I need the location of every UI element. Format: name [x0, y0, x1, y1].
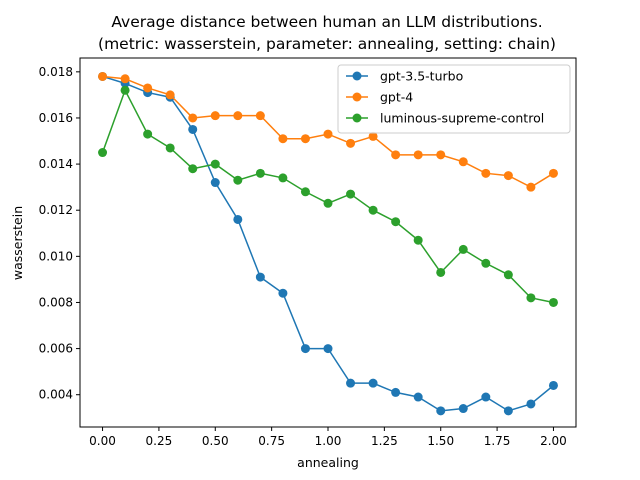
y-tick-label: 0.016	[39, 111, 73, 125]
data-point	[255, 111, 265, 121]
x-tick-label: 0.25	[146, 434, 173, 448]
data-point	[481, 168, 491, 178]
x-tick-label: 1.75	[484, 434, 511, 448]
data-point	[278, 134, 288, 144]
data-point	[346, 189, 356, 199]
legend-label: gpt-4	[380, 90, 413, 105]
y-axis-ticks: 0.004 0.006 0.008 0.010 0.012 0.014 0.016 0.018	[39, 65, 80, 402]
x-tick-label: 2.00	[540, 434, 567, 448]
data-point	[278, 173, 288, 183]
legend-label: luminous-supreme-control	[380, 111, 544, 126]
data-point	[481, 392, 491, 402]
legend-entry: gpt-3.5-turbo	[346, 69, 463, 84]
data-point	[548, 380, 558, 390]
x-axis-ticks: 0.00 0.25 0.50 0.75 1.00 1.25 1.50 1.75 2.00	[89, 427, 567, 448]
data-point	[233, 175, 243, 185]
data-point	[165, 143, 175, 153]
data-point	[458, 404, 468, 414]
data-point	[323, 198, 333, 208]
legend-label: gpt-3.5-turbo	[380, 69, 463, 84]
data-point	[413, 392, 423, 402]
legend-entry: luminous-supreme-control	[346, 111, 544, 126]
data-point	[346, 378, 356, 388]
data-point	[526, 399, 536, 409]
x-tick-label: 1.25	[371, 434, 398, 448]
chart-title: Average distance between human an LLM di…	[111, 13, 542, 31]
x-tick-label: 1.00	[315, 434, 342, 448]
data-point	[323, 344, 333, 354]
data-point	[165, 90, 175, 100]
data-point	[255, 168, 265, 178]
chart-subtitle: (metric: wasserstein, parameter: anneali…	[98, 35, 556, 53]
data-point	[143, 129, 153, 139]
data-point	[188, 124, 198, 134]
y-axis-label: wasserstein	[10, 206, 25, 280]
data-point	[481, 258, 491, 268]
y-tick-label: 0.010	[39, 249, 73, 263]
y-tick-label: 0.014	[39, 157, 73, 171]
data-point	[436, 267, 446, 277]
data-point	[323, 129, 333, 139]
data-point	[300, 187, 310, 197]
data-point	[436, 150, 446, 160]
data-point	[503, 171, 513, 181]
y-tick-label: 0.018	[39, 65, 73, 79]
data-point	[98, 148, 108, 158]
data-point	[210, 178, 220, 188]
legend-marker	[352, 113, 362, 123]
data-point	[120, 74, 130, 84]
data-point	[233, 111, 243, 121]
data-point	[391, 217, 401, 227]
data-point	[413, 150, 423, 160]
series-gpt-4	[98, 71, 558, 192]
data-point	[346, 138, 356, 148]
data-point	[368, 131, 378, 141]
legend-box	[337, 64, 571, 134]
data-point	[143, 83, 153, 93]
x-axis-label: annealing	[297, 455, 359, 470]
y-tick-label: 0.012	[39, 203, 73, 217]
data-point	[120, 85, 130, 95]
y-tick-label: 0.008	[39, 295, 73, 309]
data-point	[300, 344, 310, 354]
data-point	[278, 288, 288, 298]
data-point	[391, 150, 401, 160]
data-point	[210, 159, 220, 169]
data-point	[368, 205, 378, 215]
legend-entry: gpt-4	[346, 90, 413, 105]
plot-area	[98, 71, 558, 416]
y-tick-label: 0.006	[39, 342, 73, 356]
data-point	[548, 297, 558, 307]
data-point	[503, 270, 513, 280]
data-point	[413, 235, 423, 245]
x-tick-label: 1.50	[427, 434, 454, 448]
legend: gpt-3.5-turbo gpt-4 luminous-supreme-contr…	[337, 64, 571, 134]
data-point	[391, 387, 401, 397]
data-point	[98, 71, 108, 81]
y-tick-label: 0.004	[39, 388, 73, 402]
data-point	[233, 214, 243, 224]
x-tick-label: 0.00	[89, 434, 116, 448]
data-point	[368, 378, 378, 388]
data-point	[458, 157, 468, 167]
data-point	[526, 182, 536, 192]
series-luminous-supreme-control	[98, 85, 558, 307]
data-point	[210, 111, 220, 121]
data-point	[503, 406, 513, 416]
data-point	[436, 406, 446, 416]
data-point	[188, 164, 198, 174]
data-point	[255, 272, 265, 282]
legend-marker	[352, 71, 362, 81]
x-tick-label: 0.50	[202, 434, 229, 448]
data-point	[526, 293, 536, 303]
data-point	[458, 244, 468, 254]
data-point	[188, 113, 198, 123]
data-point	[300, 134, 310, 144]
x-tick-label: 0.75	[258, 434, 285, 448]
data-point	[548, 168, 558, 178]
legend-marker	[352, 92, 362, 102]
